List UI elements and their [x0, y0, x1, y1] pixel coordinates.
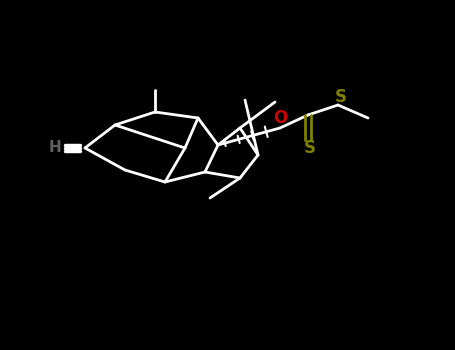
- Text: O: O: [273, 109, 287, 127]
- Text: S: S: [304, 139, 316, 157]
- Text: S: S: [335, 88, 347, 106]
- Text: H: H: [49, 140, 61, 155]
